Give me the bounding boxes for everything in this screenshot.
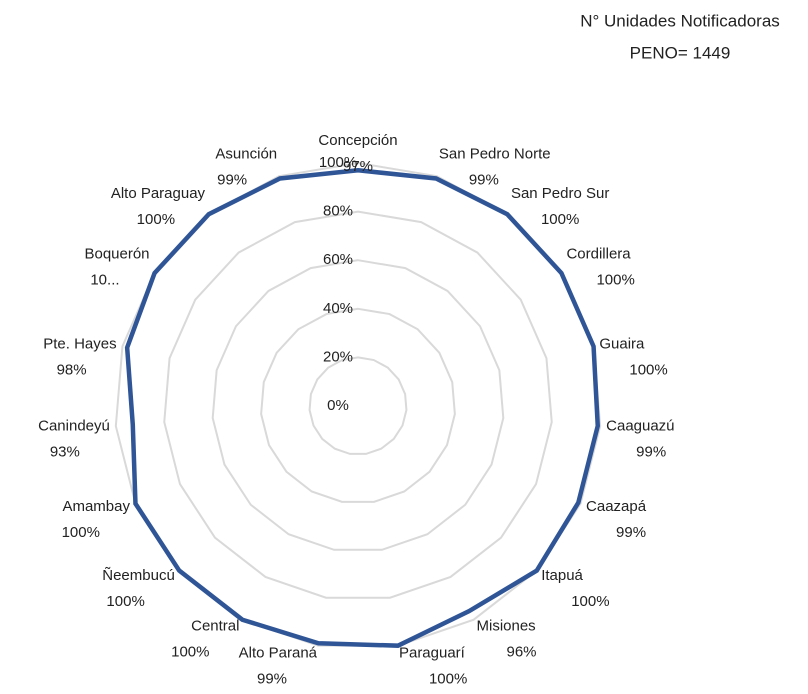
grid-ring [163,210,553,599]
data-line [124,168,601,648]
category-label: Misiones [477,618,536,635]
value-label: 100% [629,361,667,378]
category-label: Central [191,618,239,635]
category-label: Asunción [215,146,277,163]
value-label: 100% [62,524,100,541]
r-tick-label: 60% [323,251,353,268]
r-tick-label: 100% [319,154,357,171]
value-label: 10... [90,272,119,289]
value-label: 100% [541,211,579,228]
value-label: 99% [217,172,247,189]
category-label: Cordillera [566,246,631,263]
r-tick-label: 20% [323,348,353,365]
value-label: 100% [106,593,144,610]
r-tick-label: 80% [323,203,353,220]
category-label: Concepción [318,132,397,149]
value-label: 100% [137,211,175,228]
category-label: Caazapá [586,498,647,515]
value-label: 99% [616,524,646,541]
grid-ring [308,356,408,455]
category-label: San Pedro Sur [511,185,609,202]
r-tick-label: 0% [327,397,349,414]
value-label: 97% [343,158,373,175]
category-label: Boquerón [84,246,149,263]
value-label: 93% [50,444,80,461]
category-label: Canindeyú [38,418,110,435]
category-label: Guaira [599,335,645,352]
value-label: 100% [596,272,634,289]
category-label: Caaguazú [606,418,674,435]
category-label: Itapuá [541,567,583,584]
r-tick-label: 40% [323,300,353,317]
value-label: 100% [429,671,467,688]
category-label: Pte. Hayes [43,335,116,352]
value-label: 99% [257,671,287,688]
value-label: 100% [171,644,209,661]
category-label: Alto Paraguay [111,185,206,202]
category-label: Ñeembucú [102,567,175,584]
value-label: 99% [469,172,499,189]
chart-title: N° Unidades Notificadoras [580,11,780,30]
value-label: 100% [571,593,609,610]
category-label: San Pedro Norte [439,146,551,163]
value-label: 96% [507,644,537,661]
value-label: 99% [636,444,666,461]
grid-ring [260,307,456,503]
category-label: Amambay [62,498,130,515]
category-label: Alto Paraná [239,645,318,662]
value-label: 98% [57,361,87,378]
chart-subtitle: PENO= 1449 [630,43,731,62]
grid-ring [211,259,505,551]
category-label: Paraguarí [399,645,466,662]
